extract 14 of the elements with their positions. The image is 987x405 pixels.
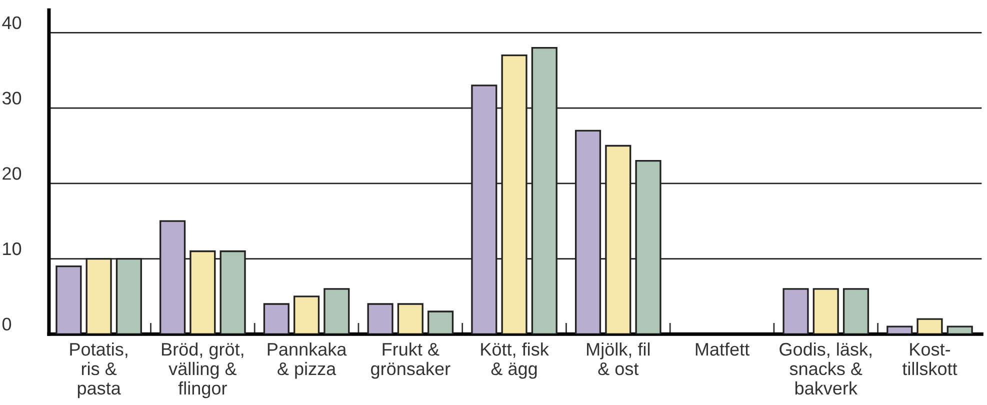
y-tick-label: 0 — [2, 318, 12, 331]
x-tick-label: Kött, fisk & ägg — [481, 342, 549, 379]
y-tick-label: 40 — [2, 16, 22, 30]
y-tick-label: 30 — [2, 92, 22, 105]
y-tick-label: 20 — [2, 167, 22, 180]
x-tick-label: Pannkaka & pizza — [268, 342, 347, 379]
x-tick-label: Potatis, ris & pasta — [70, 342, 128, 398]
x-tick-label: Bröd, gröt, välling & flingor — [162, 342, 244, 398]
x-tick-label: Kost- tillskott — [902, 343, 958, 376]
x-tick-label: Frukt & grönsaker — [371, 342, 450, 379]
y-tick-label: 10 — [3, 242, 22, 256]
x-tick-label: Godis, läsk, snacks & bakverk — [780, 342, 872, 395]
x-tick-label: Matfett — [696, 342, 750, 356]
x-tick-label: Mjölk, fil & ost — [587, 342, 650, 376]
